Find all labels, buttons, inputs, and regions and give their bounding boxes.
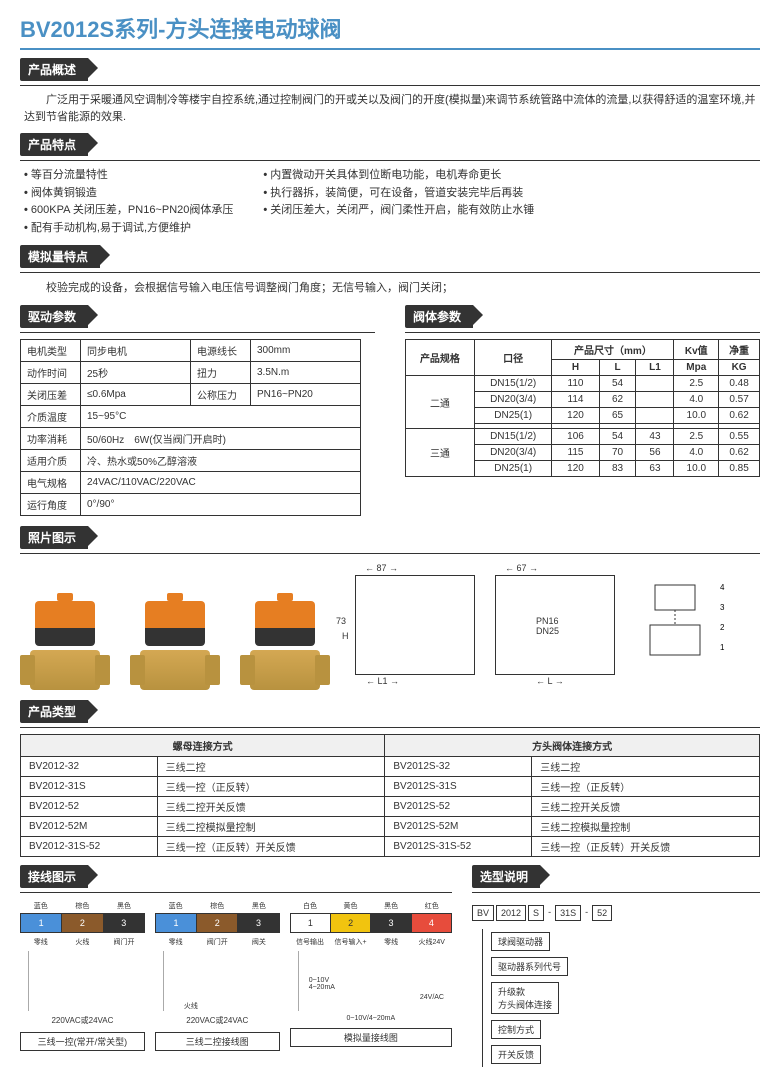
features-header: 产品特点 (20, 133, 88, 156)
wiring-diagram-3: 白色黄色黑色红色 1234 信号输出信号输入+零线火线24V 24V/AC 0~… (290, 901, 452, 1051)
selection-box: BV (472, 905, 494, 921)
feature-item: 配有手动机构,易于调试,方便维护 (24, 220, 233, 238)
wiring-diagram-1: 蓝色棕色黑色 123 零线火线阀门开 220VAC或24VAC 三线一控(常开/… (20, 901, 145, 1051)
svg-text:4: 4 (720, 583, 725, 592)
svg-text:3: 3 (720, 603, 725, 612)
selection-box: S (528, 905, 544, 921)
selection-header: 选型说明 (472, 865, 540, 888)
model-header: 产品类型 (20, 700, 88, 723)
feature-item: 阀体黄铜锻造 (24, 185, 233, 203)
selection-label: 驱动器系列代号 (491, 957, 568, 976)
product-image-1 (20, 570, 110, 690)
overview-text: 广泛用于采暖通风空调制冷等楼宇自控系统,通过控制阀门的开或关以及阀门的开度(模拟… (20, 92, 760, 125)
selection-label: 升级款 方头阀体连接 (491, 982, 559, 1014)
feature-item: 600KPA 关闭压差，PN16~PN20阀体承压 (24, 202, 233, 220)
selection-label: 开关反馈 (491, 1045, 541, 1064)
selection-label: 球阀驱动器 (491, 932, 550, 951)
technical-drawing: ← 87 → 73 H ← L1 → ← 67 → PN16 DN25 ← L … (350, 560, 760, 690)
wiring-diagrams: 蓝色棕色黑色 123 零线火线阀门开 220VAC或24VAC 三线一控(常开/… (20, 901, 452, 1051)
photo-header: 照片图示 (20, 526, 88, 549)
analog-text: 校验完成的设备，会根据信号输入电压信号调整阀门角度；无信号输入，阀门关闭； (20, 279, 760, 295)
svg-text:1: 1 (720, 643, 725, 652)
selection-diagram: BV2012S-31S-52 球阀驱动器驱动器系列代号升级款 方头阀体连接控制方… (472, 905, 760, 1067)
selection-box: 52 (592, 905, 612, 921)
selection-label: 控制方式 (491, 1020, 541, 1039)
body-params-table: 产品规格口径产品尺寸（mm）Kv值净重 HLL1MpaKG二通DN15(1/2)… (405, 339, 760, 477)
product-image-2 (130, 570, 220, 690)
svg-text:2: 2 (720, 623, 725, 632)
feature-item: 执行器拆，装简便，可在设备，管道安装完毕后再装 (263, 185, 534, 203)
selection-box: 2012 (496, 905, 526, 921)
wiring-diagram-2: 蓝色棕色黑色 123 零线阀门开阀关 火线 220VAC或24VAC 三线二控接… (155, 901, 280, 1051)
feature-item: 等百分流量特性 (24, 167, 233, 185)
wiring-header: 接线图示 (20, 865, 88, 888)
product-image-3 (240, 570, 330, 690)
feature-item: 内置微动开关具体到位断电功能，电机寿命更长 (263, 167, 534, 185)
drive-header: 驱动参数 (20, 305, 88, 328)
selection-box: 31S (555, 905, 581, 921)
model-table: 螺母连接方式方头阀体连接方式BV2012-32三线二控BV2012S-32三线二… (20, 734, 760, 857)
features-list: 等百分流量特性阀体黄铜锻造600KPA 关闭压差，PN16~PN20阀体承压配有… (20, 167, 760, 237)
body-header: 阀体参数 (405, 305, 473, 328)
feature-item: 关闭压差大，关闭严，阀门柔性开启，能有效防止水锤 (263, 202, 534, 220)
drive-params-table: 电机类型同步电机电源线长300mm动作时间25秒扭力3.5N.m关闭压差≤0.6… (20, 339, 361, 516)
page-title: BV2012S系列-方头连接电动球阀 (20, 12, 760, 50)
photo-section: ← 87 → 73 H ← L1 → ← 67 → PN16 DN25 ← L … (20, 560, 760, 690)
overview-header: 产品概述 (20, 58, 88, 81)
analog-header: 模拟量特点 (20, 245, 100, 268)
